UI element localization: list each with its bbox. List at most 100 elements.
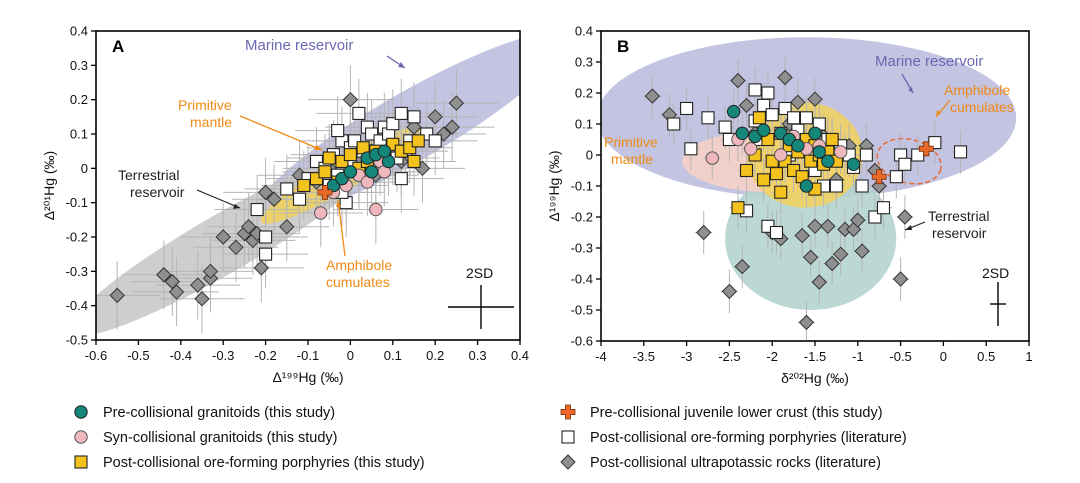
y-tick-label: -0.1 xyxy=(571,179,593,194)
panel-b-point-post-lit xyxy=(667,117,681,131)
panel-a-point-ultra xyxy=(202,263,219,280)
panel-b-marine-arrowhead xyxy=(908,87,913,93)
panel-b-point-post-lit xyxy=(799,111,813,125)
panel-b-point-post-lit xyxy=(769,225,784,240)
panel-b-point-pre xyxy=(808,126,822,141)
panel-b-point-syn xyxy=(833,145,848,159)
panel-b-point-ultra xyxy=(644,88,661,104)
x-tick-label: -1 xyxy=(852,349,864,364)
panel-b-point-pre xyxy=(799,179,814,193)
panel-a-2sd-label: 2SD xyxy=(466,265,493,281)
legend-label-syn: Syn-collisional granitoids (this study) xyxy=(103,430,338,446)
x-tick-label: 0.5 xyxy=(977,349,995,364)
panel-b-point-pre xyxy=(846,157,861,172)
x-tick-label: -3.5 xyxy=(633,349,655,364)
panel-a-point-post-study xyxy=(318,165,332,179)
panel-b-x-axis-title: δ²⁰²Hg (‰) xyxy=(781,370,849,386)
y-tick-label: 0.3 xyxy=(70,58,88,73)
panel-b-point-post-lit xyxy=(718,120,732,134)
y-tick-label: 0.1 xyxy=(70,127,88,142)
panel-a-point-ultra xyxy=(240,218,257,235)
panel-b-primitive-label-1: Primitive xyxy=(604,134,658,150)
panel-a-point-post-lit xyxy=(407,110,421,124)
legend-marker-lower-crust xyxy=(560,404,576,420)
panel-a-point-ultra xyxy=(156,267,172,283)
panel-a-point-post-lit xyxy=(428,134,442,148)
panel-a-point-pre xyxy=(364,165,379,179)
panel-b-amphibole-arrowhead xyxy=(936,110,941,117)
panel-b-terrestrial-label-1: Terrestrial xyxy=(928,208,989,224)
panel-b-point-pre xyxy=(756,123,771,137)
y-tick-label: -0.1 xyxy=(66,195,88,210)
x-tick-label: -0.2 xyxy=(254,348,276,363)
panel-a-primitive-label-1: Primitive xyxy=(178,97,232,113)
panel-b-point-ultra xyxy=(794,227,810,244)
panel-b-point-post-study xyxy=(752,111,766,125)
panel-a-point-post-study xyxy=(297,178,311,193)
panel-a-point-post-lit xyxy=(280,182,294,196)
panel-a-point-post-lit xyxy=(292,192,307,206)
x-tick-label: 0.3 xyxy=(469,348,487,363)
y-tick-label: -0.6 xyxy=(571,334,593,349)
panel-b-point-post-study xyxy=(731,201,745,215)
panel-b-point-ultra xyxy=(721,283,738,300)
panel-b-terrestrial-arrowhead xyxy=(905,225,912,230)
legend-marker-pre xyxy=(74,405,88,419)
panel-a-point-ultra xyxy=(427,109,443,125)
panel-b-point-syn xyxy=(774,148,788,162)
panel-a-point-ultra xyxy=(194,291,210,307)
panel-b-point-ultra xyxy=(832,246,849,262)
x-tick-label: 0.2 xyxy=(426,348,444,363)
panel-b-point-ultra xyxy=(696,224,712,241)
legend-label-post-lit: Post-collisional ore-forming porphyries … xyxy=(590,430,907,446)
panel-a-letter: A xyxy=(112,37,124,56)
panel-b-point-post-lit xyxy=(701,111,715,125)
panel-b-point-ultra xyxy=(790,94,806,111)
panel-b-point-syn xyxy=(705,151,719,165)
x-tick-label: 1 xyxy=(1025,349,1032,364)
panel-b-point-pre xyxy=(791,139,805,153)
legend-label-pre: Pre-collisional granitoids (this study) xyxy=(103,405,335,421)
panel-b-point-post-study xyxy=(774,185,788,199)
x-tick-label: -4 xyxy=(595,349,607,364)
panel-a-point-lower-crust xyxy=(317,184,333,200)
panel-a-y-axis-title: Δ²⁰¹Hg (‰) xyxy=(41,151,57,220)
panel-a-primitive-arrowhead xyxy=(314,145,322,150)
panel-b-point-ultra xyxy=(811,274,827,290)
panel-a-amphibole-arrow xyxy=(337,199,346,257)
x-tick-label: -2.5 xyxy=(718,349,740,364)
panel-a-point-post-lit xyxy=(386,117,400,131)
legend: Pre-collisional granitoids (this study) S… xyxy=(74,404,907,471)
panel-b-point-ultra xyxy=(850,212,866,228)
panel-a-point-post-study xyxy=(343,148,357,162)
panel-a-amphibole-label-1: Amphibole xyxy=(326,257,392,273)
panel-b-point-ultra xyxy=(738,97,755,114)
panel-b-amphibole-label-1: Amphibole xyxy=(944,82,1010,98)
panel-a-amphibole-label-2: cumulates xyxy=(326,274,390,290)
x-tick-label: -2 xyxy=(766,349,778,364)
y-tick-label: 0.1 xyxy=(575,117,593,132)
panel-a-point-ultra xyxy=(215,229,231,245)
panel-b-point-lower-crust xyxy=(918,141,934,157)
panel-b-point-post-lit xyxy=(859,148,873,162)
panel-b-axes: -4 -3.5 -3 -2.5 -2 -1.5 -1 -0.5 0 0.5 1 -0.6 -0.5 -0.… xyxy=(546,24,1033,387)
panel-a-points xyxy=(109,91,465,307)
panel-b-point-ultra xyxy=(871,178,887,194)
legend-label-post-study: Post-collisional ore-forming porphyries … xyxy=(103,455,425,471)
panel-a-point-ultra xyxy=(279,218,295,235)
panel-a-primitive-arrow xyxy=(239,115,323,151)
panel-b-point-ultra xyxy=(734,258,750,275)
panel-a-point-ultra xyxy=(406,119,422,135)
panel-b-point-post-lit xyxy=(876,201,891,215)
panel-a-point-syn xyxy=(369,202,383,217)
y-tick-label: -0.5 xyxy=(66,333,88,348)
panel-a-point-ultra xyxy=(444,119,460,135)
panel-b-point-post-lit xyxy=(787,111,801,125)
panel-b-point-pre xyxy=(821,154,835,168)
panel-a-2sd-errorbar xyxy=(448,285,514,329)
panel-b-2sd-label: 2SD xyxy=(982,265,1009,281)
panel-a-terrestrial-arrowhead xyxy=(233,204,240,209)
panel-a-point-syn xyxy=(314,206,328,220)
